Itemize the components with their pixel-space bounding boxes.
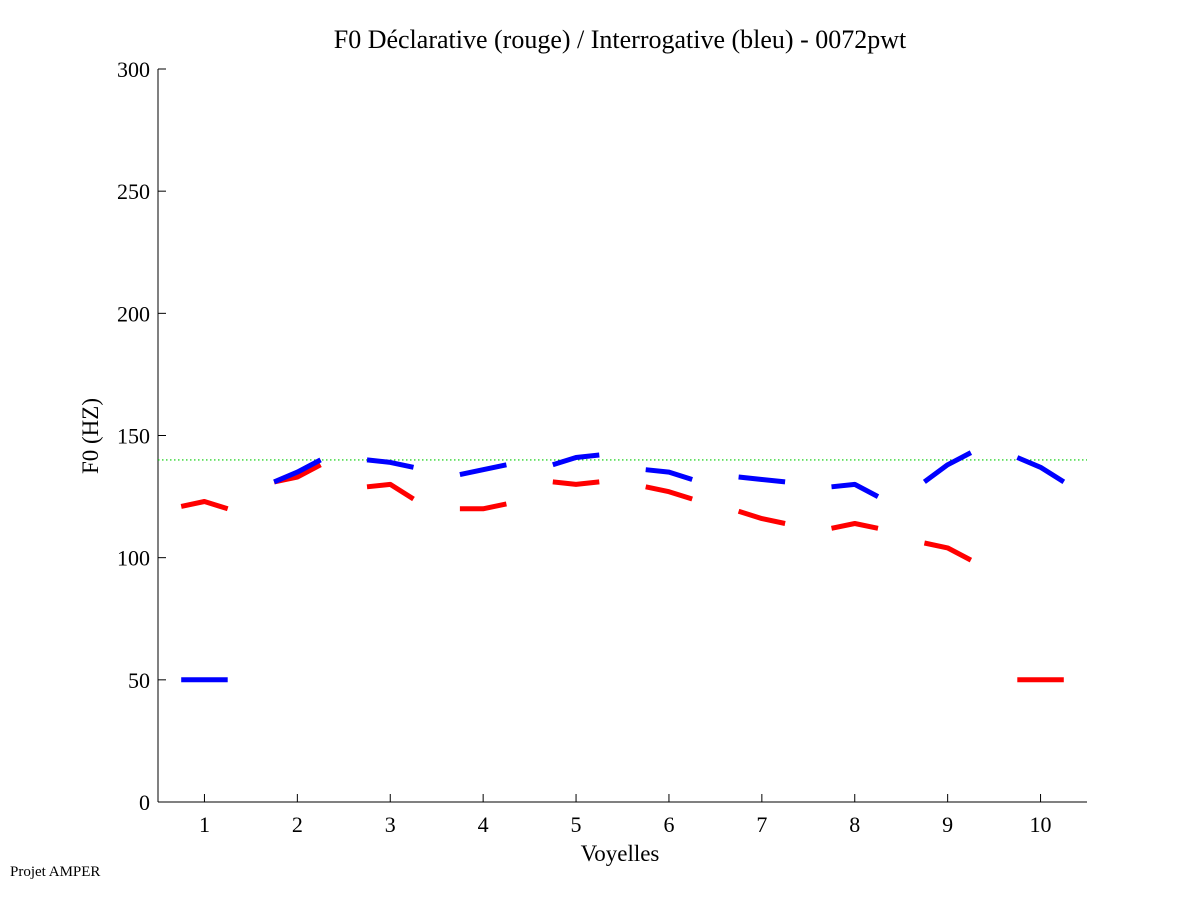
x-axis-label: Voyelles <box>581 841 660 866</box>
x-tick-label: 4 <box>478 812 489 837</box>
y-tick-label: 150 <box>117 424 150 449</box>
interrogative-segment-2 <box>273 457 322 485</box>
interrogative-segment-4 <box>459 462 507 478</box>
interrogative-segment-9 <box>922 450 973 484</box>
x-tick-label: 5 <box>571 812 582 837</box>
y-tick-label: 0 <box>139 790 150 815</box>
x-tick-label: 9 <box>942 812 953 837</box>
interrogative-segment-5 <box>552 452 600 468</box>
interrogative-segment-3 <box>366 457 415 470</box>
declarative-segment-4 <box>459 501 507 512</box>
x-tick-label: 10 <box>1030 812 1052 837</box>
y-tick-label: 200 <box>117 301 150 326</box>
declarative-segment-5 <box>552 479 600 487</box>
interrogative-segment-6 <box>645 467 693 482</box>
declarative-segment-7 <box>737 508 786 526</box>
interrogative-segment-7 <box>738 474 786 485</box>
y-tick-label: 100 <box>117 546 150 571</box>
declarative-segment-1 <box>180 499 229 512</box>
x-tick-label: 3 <box>385 812 396 837</box>
declarative-segment-3 <box>366 481 415 502</box>
declarative-segment-8 <box>830 521 879 531</box>
footer-credit: Projet AMPER <box>10 864 101 880</box>
x-tick-label: 6 <box>663 812 674 837</box>
declarative-segment-6 <box>645 484 693 502</box>
plot-area: 0 50 100 150 200 250 300 1 2 3 4 5 6 7 8 9 10 <box>117 57 1087 837</box>
y-tick-label: 50 <box>128 668 150 693</box>
declarative-segment-9 <box>923 540 973 563</box>
x-tick-label: 7 <box>756 812 767 837</box>
interrogative-segment-10 <box>1016 455 1066 485</box>
x-tick-label: 2 <box>292 812 303 837</box>
x-tick-label: 1 <box>199 812 210 837</box>
y-tick-label: 300 <box>117 57 150 82</box>
x-tick-label: 8 <box>849 812 860 837</box>
interrogative-segment-8 <box>831 481 880 499</box>
chart-title: F0 Déclarative (rouge) / Interrogative (… <box>334 25 907 54</box>
y-axis-label: F0 (HZ) <box>78 398 103 474</box>
y-tick-label: 250 <box>117 179 150 204</box>
